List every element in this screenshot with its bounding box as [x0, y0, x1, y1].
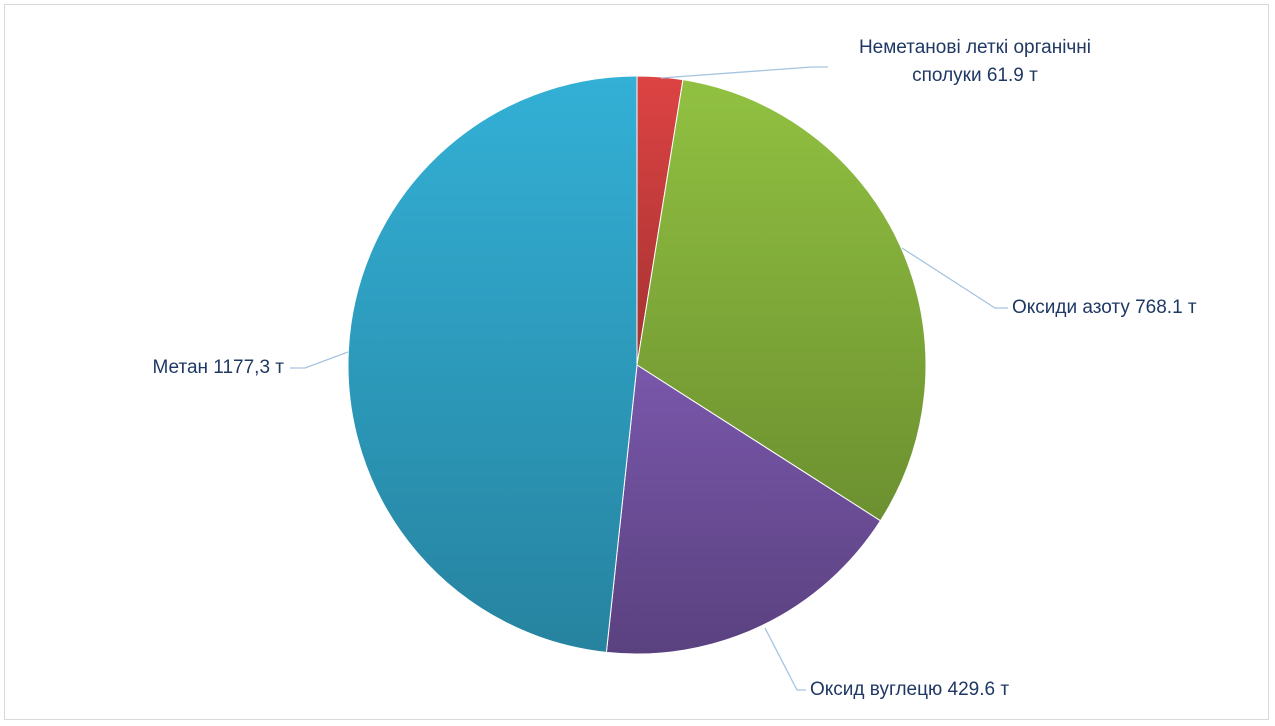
data-labels: Неметанові леткі органічні сполуки 61.9 т…	[153, 37, 1197, 700]
leader-line-2	[901, 247, 1008, 309]
data-label-1-line-1: Неметанові леткі органічні	[859, 37, 1091, 58]
pie-slice-3	[605, 364, 882, 655]
pie-slices	[347, 75, 927, 655]
data-label-3-line-1: Оксид вуглецю 429.6 т	[810, 679, 1009, 700]
pie-slice-2	[636, 79, 927, 522]
leader-line-4	[290, 351, 349, 369]
leader-line-1	[660, 66, 828, 79]
pie-slice-4	[347, 75, 638, 653]
data-label-4-line-1: Метан 1177,3 т	[153, 357, 285, 378]
leader-line-3	[764, 627, 806, 691]
leader-lines	[290, 66, 1008, 691]
data-label-2-line-1: Оксиди азоту 768.1 т	[1012, 297, 1197, 318]
data-label-1-line-2: сполуки 61.9 т	[912, 65, 1038, 86]
